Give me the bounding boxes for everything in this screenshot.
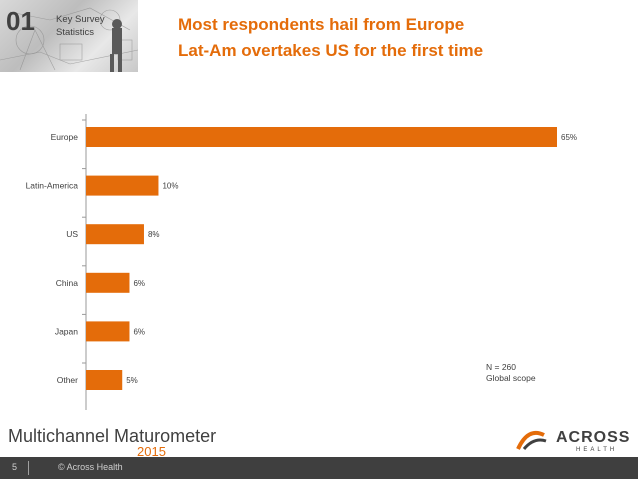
value-label: 8%: [148, 230, 160, 239]
header-image: 01 Key Survey Statistics: [0, 0, 138, 72]
sample-note: N = 260 Global scope: [486, 362, 536, 384]
section-label-line1: Key Survey: [56, 14, 105, 25]
page-number: 5: [12, 462, 18, 472]
value-label: 5%: [126, 376, 138, 385]
header-illustration: [0, 7, 138, 72]
bar-europe: [86, 127, 557, 147]
category-label: Latin-America: [26, 181, 79, 191]
category-label: China: [56, 278, 78, 288]
note-line2: Global scope: [486, 373, 536, 383]
bar-us: [86, 224, 144, 245]
bar-latin-america: [86, 175, 159, 196]
value-label: 6%: [133, 279, 145, 288]
category-label: Other: [57, 375, 78, 385]
page-title: Most respondents hail from Europe Lat-Am…: [178, 12, 483, 64]
across-logo-icon: [516, 430, 547, 450]
note-line1: N = 260: [486, 362, 517, 372]
logo-name: ACROSS: [556, 429, 631, 446]
bar-china: [86, 272, 130, 293]
brand-name: Multichannel Maturometer: [8, 426, 217, 446]
value-label: 65%: [561, 133, 577, 142]
brand-year: 2015: [137, 444, 166, 459]
category-label: US: [66, 229, 78, 239]
footer-bar: 5 © Across Health: [0, 457, 638, 479]
category-label: Japan: [55, 326, 78, 336]
section-label-line2: Statistics: [56, 27, 95, 38]
copyright: © Across Health: [58, 462, 123, 472]
bar-japan: [86, 321, 130, 342]
value-label: 6%: [133, 327, 145, 336]
value-label: 10%: [162, 182, 178, 191]
footer-divider: [28, 461, 29, 475]
category-label: Europe: [51, 132, 79, 142]
title-line1: Most respondents hail from Europe: [178, 15, 465, 34]
bar-other: [86, 370, 123, 390]
section-label: Key Survey Statistics: [56, 13, 116, 39]
section-number: 01: [6, 6, 35, 36]
title-line2: Lat-Am overtakes US for the first time: [178, 41, 484, 60]
bar-chart: Europe 65% Latin-America 10% US 8% China 6% Japa…: [26, 114, 577, 410]
logo-sub: HEALTH: [576, 447, 618, 453]
